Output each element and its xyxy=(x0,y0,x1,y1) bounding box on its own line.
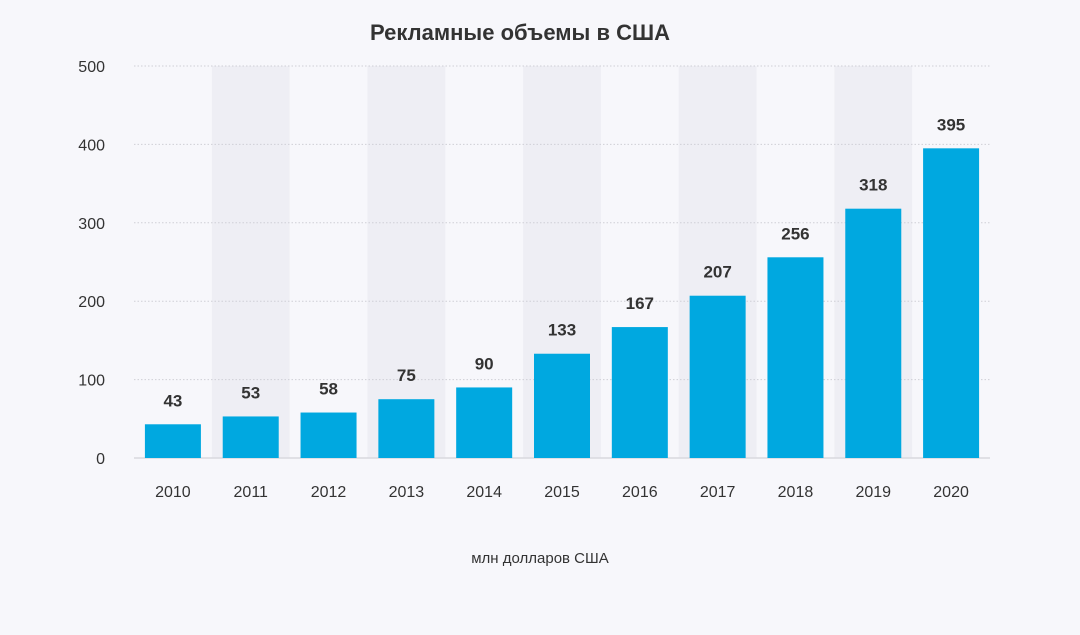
data-label: 256 xyxy=(781,224,809,243)
x-tick-label: 2016 xyxy=(622,484,658,501)
bar xyxy=(845,208,902,458)
data-label: 207 xyxy=(703,263,731,282)
data-label: 167 xyxy=(626,294,654,313)
column-band xyxy=(367,66,446,458)
x-axis-label: млн долларов США xyxy=(471,550,609,567)
x-tick-label: 2015 xyxy=(544,484,580,501)
bar xyxy=(144,424,201,458)
chart-title: Рекламные объемы в США xyxy=(0,20,1080,46)
column-band xyxy=(211,66,290,458)
data-label: 58 xyxy=(319,380,338,399)
x-tick-label: 2012 xyxy=(311,484,347,501)
data-label: 395 xyxy=(937,115,965,134)
bar xyxy=(300,412,357,458)
x-tick-label: 2020 xyxy=(933,484,969,501)
bar xyxy=(456,387,513,458)
y-tick-label: 400 xyxy=(78,137,105,154)
data-label: 53 xyxy=(241,383,260,402)
data-label: 43 xyxy=(163,391,182,410)
x-tick-label: 2017 xyxy=(700,484,736,501)
y-tick-label: 500 xyxy=(78,59,105,76)
data-label: 318 xyxy=(859,176,887,195)
x-tick-label: 2019 xyxy=(855,484,891,501)
x-tick-label: 2018 xyxy=(778,484,814,501)
bar xyxy=(767,257,824,458)
x-tick-label: 2010 xyxy=(155,484,191,501)
y-tick-label: 100 xyxy=(78,373,105,390)
chart-title-text: Рекламные объемы в США xyxy=(370,20,670,45)
bar xyxy=(222,416,279,458)
bar xyxy=(534,353,590,458)
data-label: 133 xyxy=(548,321,576,340)
x-tick-label: 2014 xyxy=(466,484,502,501)
x-tick-label: 2011 xyxy=(234,484,269,501)
x-tick-label: 2013 xyxy=(389,484,425,501)
y-tick-label: 300 xyxy=(78,216,105,233)
y-tick-label: 0 xyxy=(96,451,105,468)
bar xyxy=(923,148,980,458)
bar xyxy=(689,295,746,458)
bar xyxy=(611,327,668,458)
y-tick-label: 200 xyxy=(78,294,105,311)
bar xyxy=(378,399,435,458)
data-label: 75 xyxy=(397,366,416,385)
data-label: 90 xyxy=(475,354,494,373)
